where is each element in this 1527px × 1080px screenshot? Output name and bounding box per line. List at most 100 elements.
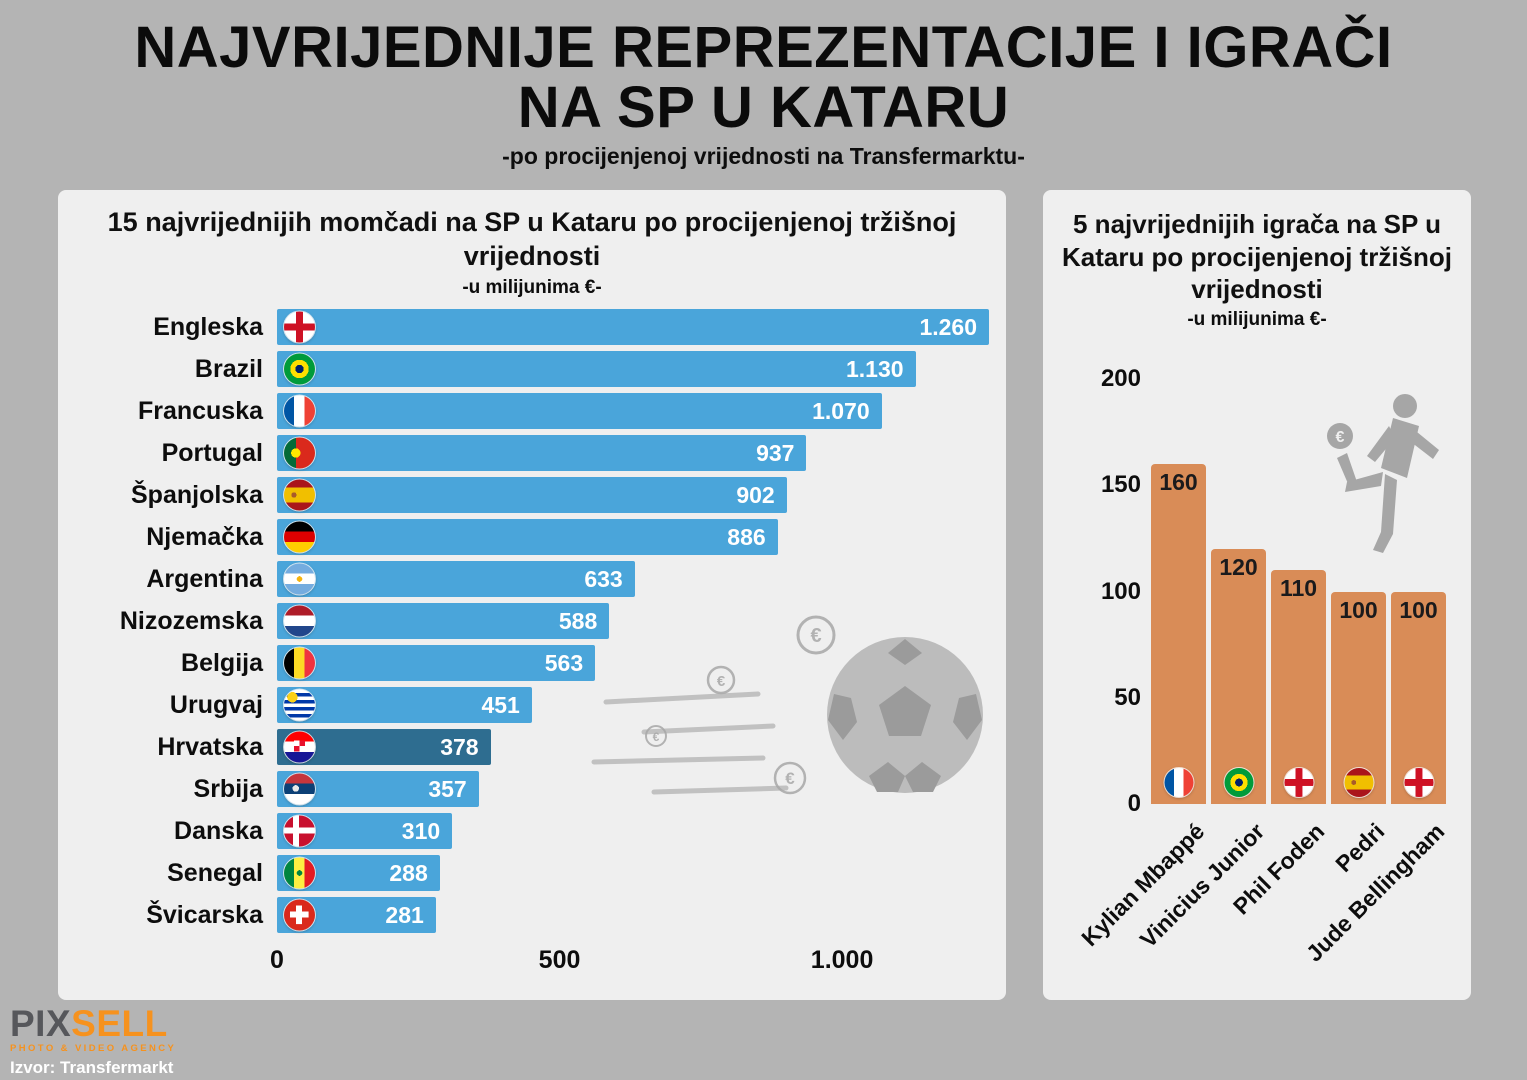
team-label: Belgija bbox=[181, 648, 263, 677]
team-row: Španjolska 902 bbox=[68, 474, 989, 516]
portugal-flag-icon bbox=[284, 437, 315, 469]
team-value-label: 588 bbox=[558, 607, 598, 634]
team-row: Argentina 633 bbox=[68, 558, 989, 600]
player-value-label: 160 bbox=[1159, 469, 1198, 495]
team-value-label: 288 bbox=[389, 859, 428, 886]
england-flag-icon bbox=[1284, 768, 1313, 797]
team-bar: 902 bbox=[277, 477, 787, 513]
team-bar-track: 288 bbox=[277, 855, 989, 891]
teams-chart-title: 15 najvrijednijih momčadi na SP u Kataru… bbox=[107, 207, 957, 271]
player-bar: 100 bbox=[1391, 591, 1446, 804]
team-bar-track: 357 bbox=[277, 771, 989, 807]
france-flag-icon bbox=[284, 395, 315, 427]
brazil-flag-icon bbox=[284, 353, 315, 385]
team-row: Danska 310 bbox=[68, 810, 989, 852]
switzerland-flag-icon bbox=[284, 899, 315, 931]
team-value-label: 886 bbox=[727, 523, 766, 550]
team-bar-track: 1.070 bbox=[277, 393, 989, 429]
team-label: Nizozemska bbox=[119, 606, 263, 635]
player-bar: 100 bbox=[1331, 591, 1386, 804]
team-value-label: 357 bbox=[428, 775, 467, 802]
team-row: Nizozemska 588 bbox=[68, 600, 989, 642]
team-row: Engleska 1.260 bbox=[68, 306, 989, 348]
page-title: NAJVRIJEDNIJE REPREZENTACIJE I IGRAČI NA… bbox=[0, 15, 1527, 141]
spain-flag-icon bbox=[284, 479, 315, 511]
player-value-label: 120 bbox=[1219, 554, 1258, 580]
denmark-flag-icon bbox=[284, 815, 315, 847]
belgium-flag-icon bbox=[284, 647, 315, 679]
spain-flag-icon bbox=[1344, 768, 1373, 797]
team-bar: 451 bbox=[277, 687, 532, 723]
team-value-label: 281 bbox=[385, 901, 424, 928]
team-bar-track: 633 bbox=[277, 561, 989, 597]
team-bar: 886 bbox=[277, 519, 778, 555]
team-row: Srbija 357 bbox=[68, 768, 989, 810]
team-bar-track: 1.130 bbox=[277, 351, 989, 387]
pixsell-logo: PIXSELL PHOTO & VIDEO AGENCY bbox=[10, 1005, 176, 1054]
germany-flag-icon bbox=[284, 521, 315, 553]
serbia-flag-icon bbox=[284, 773, 315, 805]
team-bar-track: 937 bbox=[277, 435, 989, 471]
player-value-label: 100 bbox=[1399, 596, 1438, 623]
page-title-line2: NA SP U KATARU bbox=[517, 75, 1010, 141]
team-value-label: 1.260 bbox=[919, 313, 977, 340]
team-bar-track: 281 bbox=[277, 897, 989, 933]
player-bar: 120 bbox=[1211, 549, 1266, 804]
team-bar-track: 310 bbox=[277, 813, 989, 849]
team-value-label: 451 bbox=[481, 691, 520, 718]
team-label: Brazil bbox=[194, 354, 263, 383]
teams-panel: 15 najvrijednijih momčadi na SP u Kataru… bbox=[58, 190, 1006, 1000]
team-bar-track: 588 bbox=[277, 603, 989, 639]
team-value-label: 937 bbox=[756, 439, 795, 466]
team-label: Urugvaj bbox=[169, 690, 263, 719]
team-label: Engleska bbox=[153, 312, 263, 341]
team-label: Švicarska bbox=[146, 900, 263, 929]
teams-bar-chart: Engleska 1.260 Brazil 1.130 Francuska 1.070 Po… bbox=[68, 306, 989, 936]
team-bar: 1.260 bbox=[277, 309, 989, 345]
team-bar-track: 886 bbox=[277, 519, 989, 555]
players-panel: 5 najvrijednijih igrača na SP u Kataru p… bbox=[1043, 190, 1471, 1000]
team-label: Danska bbox=[174, 816, 263, 845]
team-value-label: 633 bbox=[584, 565, 623, 592]
source-credit: Izvor: Transfermarkt bbox=[10, 1058, 174, 1077]
team-label: Španjolska bbox=[131, 480, 263, 509]
croatia-flag-icon bbox=[284, 731, 315, 763]
team-bar: 588 bbox=[277, 603, 610, 639]
team-row: Brazil 1.130 bbox=[68, 348, 989, 390]
team-value-label: 563 bbox=[544, 649, 584, 676]
team-row: Senegal 288 bbox=[68, 852, 989, 894]
team-value-label: 310 bbox=[401, 817, 441, 844]
brazil-flag-icon bbox=[1224, 768, 1253, 797]
teams-chart-unit: -u milijunima €- bbox=[462, 276, 602, 298]
y-axis-tick: 100 bbox=[1100, 577, 1141, 605]
y-axis-tick: 50 bbox=[1114, 683, 1141, 711]
netherlands-flag-icon bbox=[284, 605, 315, 637]
team-bar: 1.070 bbox=[277, 393, 882, 429]
senegal-flag-icon bbox=[284, 857, 315, 889]
players-x-labels: Kylian Mbappé Vinicius Junior Phil Foden Pe… bbox=[1076, 818, 1449, 993]
x-axis-tick: 1.000 bbox=[810, 946, 874, 974]
player-value-label: 100 bbox=[1339, 596, 1378, 623]
team-bar: 1.130 bbox=[277, 351, 916, 387]
header: NAJVRIJEDNIJE REPREZENTACIJE I IGRAČI NA… bbox=[0, 15, 1527, 170]
team-row: Hrvatska 378 bbox=[68, 726, 989, 768]
player-value-label: 110 bbox=[1279, 575, 1318, 602]
footer: PIXSELL PHOTO & VIDEO AGENCY Izvor: Tran… bbox=[10, 1005, 176, 1079]
england-flag-icon bbox=[1404, 768, 1433, 797]
team-label: Srbija bbox=[193, 774, 263, 803]
team-label: Argentina bbox=[146, 564, 263, 593]
team-label: Senegal bbox=[167, 858, 263, 887]
logo-text-sell: SELL bbox=[71, 1002, 168, 1044]
logo-tagline: PHOTO & VIDEO AGENCY bbox=[10, 1042, 177, 1054]
page-title-line1: NAJVRIJEDNIJE REPREZENTACIJE I IGRAČI bbox=[134, 15, 1393, 80]
players-chart-title: 5 najvrijednijih igrača na SP u Kataru p… bbox=[1061, 209, 1453, 304]
team-label: Hrvatska bbox=[157, 732, 263, 761]
team-row: Urugvaj 451 bbox=[68, 684, 989, 726]
team-value-label: 1.070 bbox=[812, 397, 870, 424]
teams-x-axis: 0 500 1.000 bbox=[270, 946, 989, 982]
team-label: Francuska bbox=[137, 396, 263, 425]
team-value-label: 1.130 bbox=[845, 355, 904, 382]
players-bar-chart: 160 120 110 100 100 bbox=[1151, 379, 1446, 804]
team-bar: 937 bbox=[277, 435, 807, 471]
y-axis-tick: 0 bbox=[1127, 790, 1141, 817]
